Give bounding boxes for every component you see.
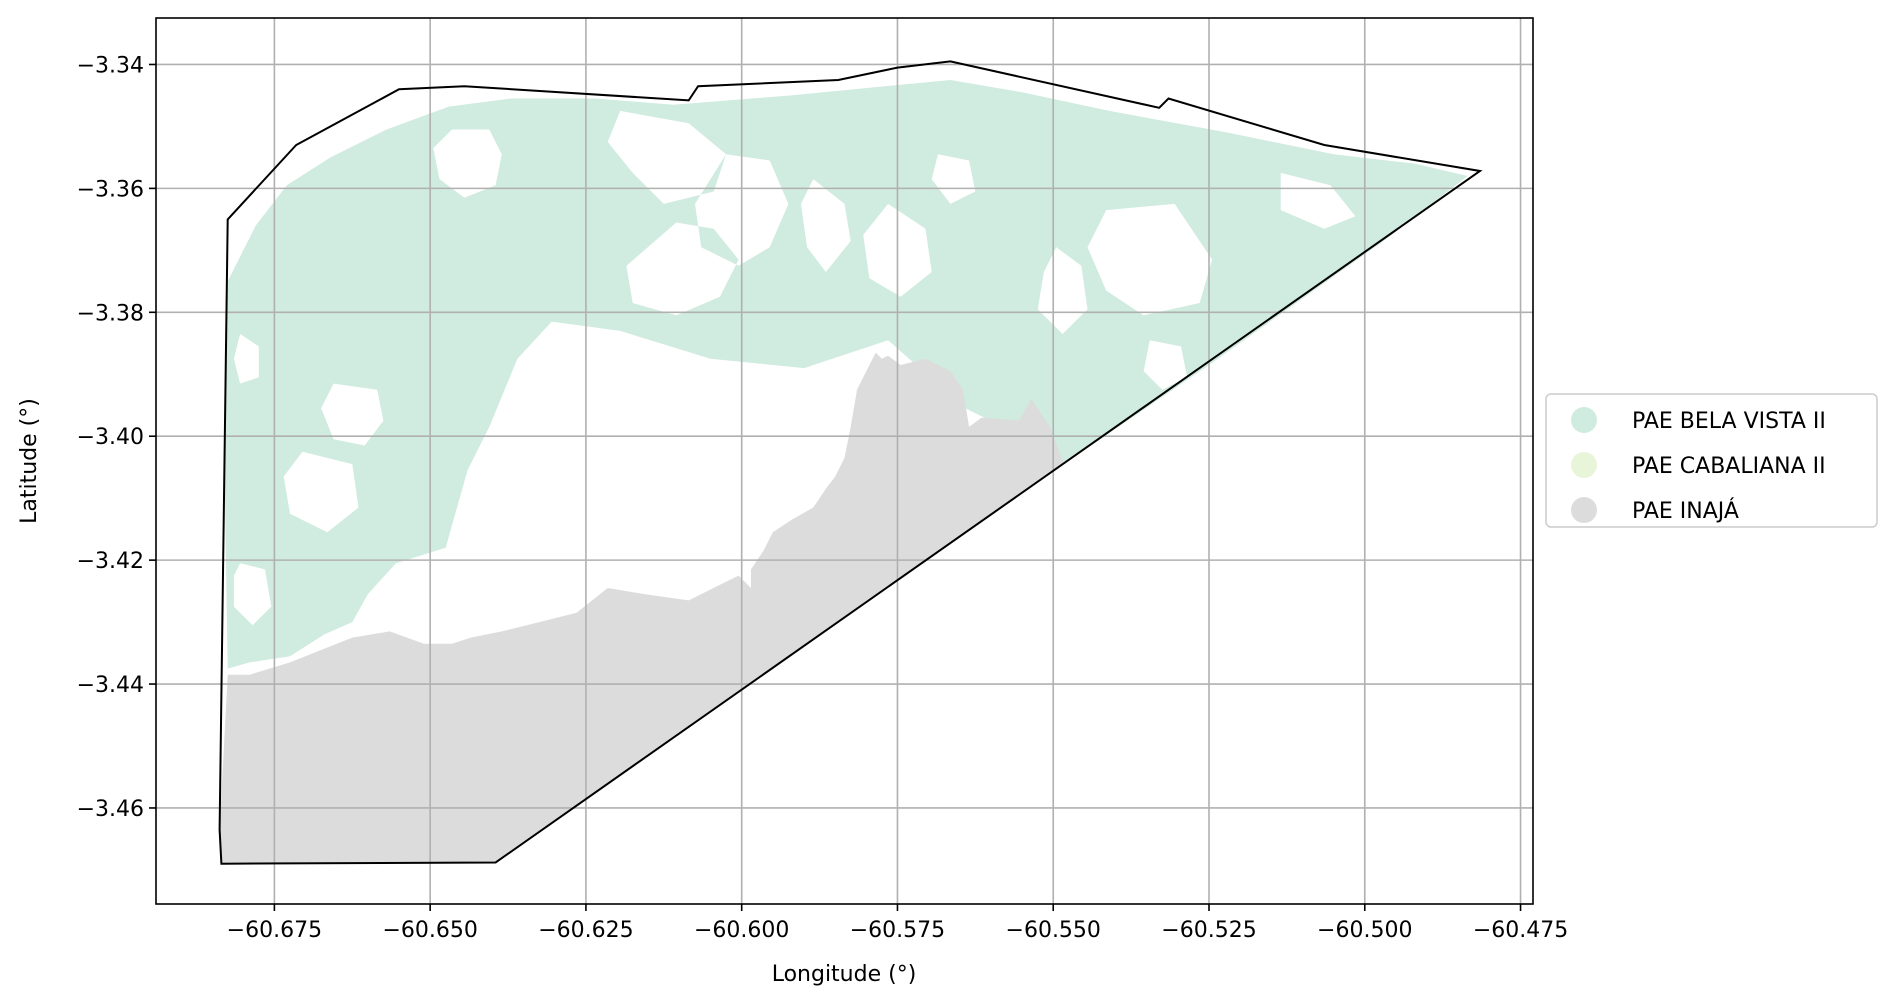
legend-frame [1545,393,1878,528]
grid-lines [156,18,1533,904]
x-tick-label: −60.600 [694,918,789,943]
legend-label: PAE INAJÁ [1632,498,1739,524]
legend-marker [1571,497,1597,523]
x-tick-label: −60.525 [1161,918,1256,943]
legend-marker [1571,452,1597,478]
x-tick-label: −60.575 [850,918,945,943]
y-tick-label: −3.44 [77,673,144,698]
x-tick-label: −60.675 [227,918,322,943]
y-tick-label: −3.38 [77,301,144,326]
y-tick-label: −3.34 [77,53,144,78]
plot-frame [155,17,1534,905]
legend: PAE BELA VISTA II PAE CABALIANA II PAE INA… [1545,393,1878,528]
plot-area [155,17,1534,905]
x-tick-label: −60.650 [382,918,477,943]
y-tick-label: −3.36 [77,177,144,202]
x-axis: −60.675 −60.650 −60.625 −60.600 −60.575 −60.5… [227,904,1568,943]
y-axis: −3.34 −3.36 −3.38 −3.40 −3.42 −3.44 −3.46 [77,53,156,822]
y-tick-label: −3.46 [77,797,144,822]
y-tick-label: −3.42 [77,549,144,574]
y-axis-label: Latitude (°) [17,398,42,524]
x-tick-label: −60.475 [1473,918,1568,943]
legend-label: PAE BELA VISTA II [1632,409,1826,434]
boundary-layer [218,60,1483,865]
x-tick-label: −60.625 [538,918,633,943]
region-pae-bela-vista-ii [224,80,1468,669]
x-axis-label: Longitude (°) [772,962,917,987]
x-tick-label: −60.500 [1317,918,1412,943]
study-area-boundary [218,60,1483,865]
x-tick-label: −60.550 [1006,918,1101,943]
y-tick-label: −3.40 [77,425,144,450]
legend-marker [1571,407,1597,433]
legend-label: PAE CABALIANA II [1632,454,1826,479]
